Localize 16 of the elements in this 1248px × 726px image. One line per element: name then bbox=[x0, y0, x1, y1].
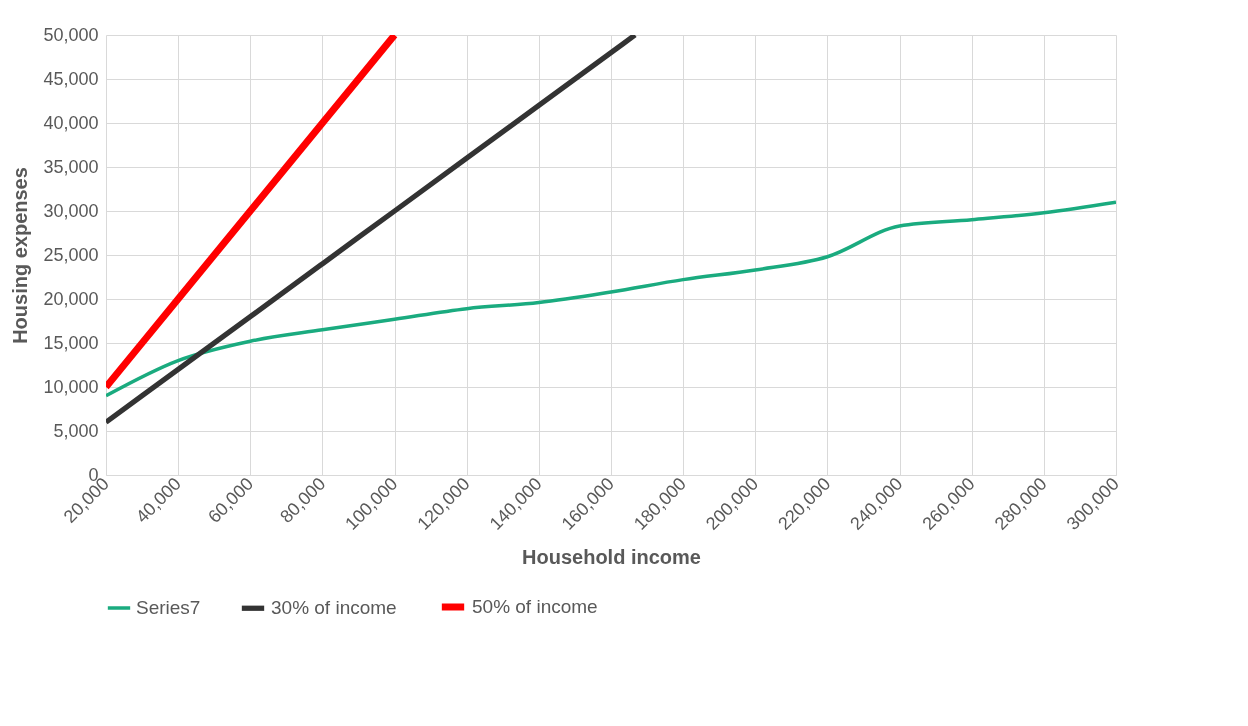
y-tick-label: 5,000 bbox=[53, 420, 99, 441]
legend-label: 50% of income bbox=[472, 596, 598, 617]
y-tick-label: 45,000 bbox=[43, 68, 99, 89]
y-axis-title: Housing expenses bbox=[9, 167, 32, 344]
y-tick-label: 10,000 bbox=[43, 376, 99, 397]
y-tick-label: 30,000 bbox=[43, 200, 99, 221]
y-tick-label: 25,000 bbox=[43, 244, 99, 265]
legend-label: 30% of income bbox=[271, 597, 397, 619]
y-tick-label: 15,000 bbox=[43, 332, 99, 353]
y-tick-label: 35,000 bbox=[43, 156, 99, 177]
x-axis-title: Household income bbox=[522, 545, 701, 568]
y-tick-label: 50,000 bbox=[43, 24, 99, 45]
y-tick-label: 20,000 bbox=[43, 288, 99, 309]
line-series bbox=[106, 200, 1116, 398]
legend-label: Series7 bbox=[136, 597, 201, 618]
y-tick-label: 40,000 bbox=[43, 112, 99, 133]
